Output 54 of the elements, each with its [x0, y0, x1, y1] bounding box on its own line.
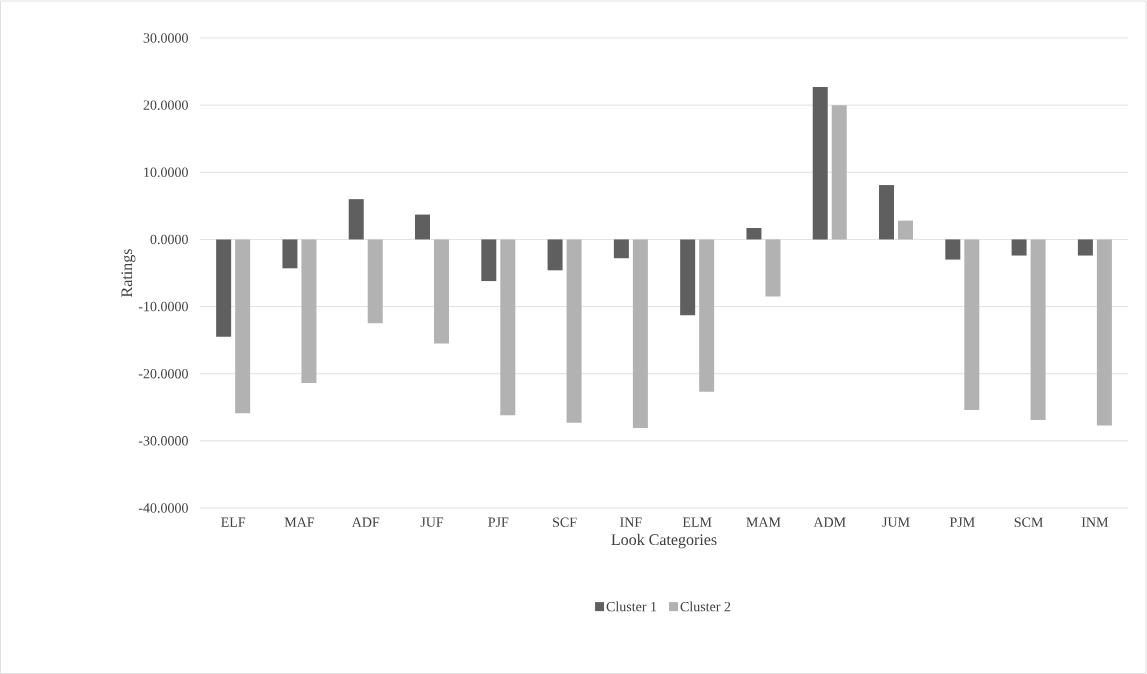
x-tick-label: PJM [949, 517, 975, 527]
x-tick-label: INF [620, 517, 642, 527]
bar [547, 239, 563, 271]
bar [434, 239, 450, 344]
bar [746, 228, 762, 240]
y-tick-label: 20.0000 [143, 100, 188, 110]
bar [898, 220, 914, 240]
x-tick-label: SCM [1014, 517, 1043, 527]
bar [216, 239, 232, 337]
bar [964, 239, 980, 410]
y-axis-title: Ratings [121, 249, 136, 297]
x-tick-label: ELM [682, 517, 712, 527]
bar [1011, 239, 1027, 256]
x-tick-label: MAF [284, 517, 315, 527]
bar [1030, 239, 1046, 421]
x-tick-label: MAM [746, 517, 781, 527]
bar [282, 239, 298, 269]
bar [500, 239, 516, 416]
bar [235, 239, 251, 414]
bar [1096, 239, 1112, 426]
bar [765, 239, 781, 297]
bar [879, 185, 895, 240]
y-tick-label: -10.0000 [138, 301, 188, 312]
bar [301, 239, 317, 384]
bar [1077, 239, 1093, 256]
y-tick-label: 0.0000 [150, 234, 188, 245]
x-tick-label: JUM [882, 517, 910, 527]
bar [481, 239, 497, 282]
bar [348, 199, 364, 240]
legend-label: Cluster 2 [680, 601, 731, 612]
x-tick-label: ADM [813, 517, 846, 527]
y-tick-label: 10.0000 [144, 167, 188, 178]
x-tick-label: SCF [553, 517, 577, 527]
x-tick-label: INM [1081, 517, 1109, 527]
bar [680, 239, 696, 316]
bar [831, 105, 847, 240]
y-tick-label: 30.0000 [143, 33, 188, 43]
bar [613, 239, 629, 259]
bar [945, 239, 961, 260]
x-axis-title: Look Categories [611, 533, 717, 549]
x-tick-label: ADF [351, 517, 380, 527]
bar [566, 239, 582, 423]
y-tick-label: -20.0000 [138, 368, 188, 379]
x-tick-label: JUF [420, 517, 444, 527]
y-tick-label: -30.0000 [138, 436, 188, 446]
bar [367, 239, 383, 324]
x-tick-label: ELF [221, 517, 246, 527]
legend-label: Cluster 1 [606, 601, 657, 612]
bar [812, 87, 828, 240]
bar [415, 214, 431, 240]
bar [699, 239, 715, 392]
y-tick-label: -40.0000 [138, 503, 188, 513]
bar [632, 239, 648, 429]
x-tick-label: PJF [488, 517, 509, 527]
